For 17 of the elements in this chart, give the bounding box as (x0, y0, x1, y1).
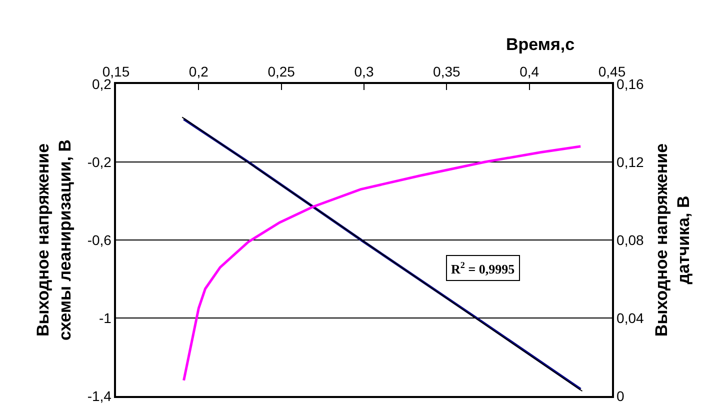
x-tick-label: 0,25 (268, 64, 296, 80)
y2-tick-label: 0,04 (616, 310, 644, 326)
x-tick-label: 0,2 (188, 64, 209, 80)
y-tick-label: -0,2 (87, 154, 112, 170)
annotation: R$^{2}$ = 0,9995 (451, 260, 516, 276)
y2-tick-label: 0 (616, 388, 625, 404)
x-axis-title: Время,с (506, 35, 575, 54)
y-tick-label: -1,4 (87, 388, 112, 404)
y2-tick-label: 0,08 (616, 232, 644, 248)
y-tick-label: -0,6 (87, 232, 112, 248)
y-axis-title: Выходное напряжение схемы леаниризации, В (33, 139, 74, 341)
x-tick-label: 0,3 (354, 64, 374, 80)
x-tick-label: 0,4 (520, 64, 540, 80)
y-tick-label: -1 (98, 310, 112, 326)
x-tick-label: 0,35 (433, 64, 461, 80)
y2-tick-label: 0,12 (616, 154, 644, 170)
y2-axis-title: Выходное напряжение датчика, В (652, 143, 694, 337)
